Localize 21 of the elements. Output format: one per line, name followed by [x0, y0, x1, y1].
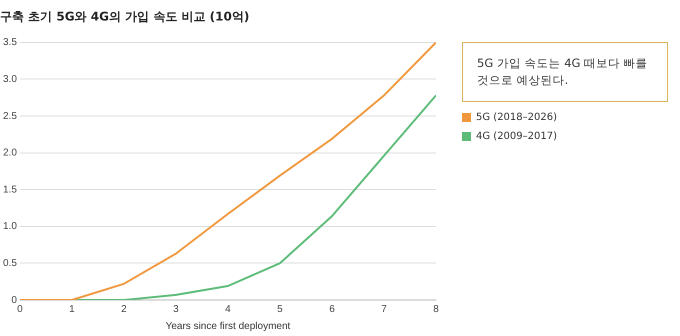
chart-title: 구축 초기 5G와 4G의 가입 속도 비교 (10억) [0, 9, 250, 24]
y-tick-label: 3.5 [2, 37, 18, 48]
x-tick-label: 6 [329, 304, 336, 315]
legend-label: 5G (2018–2026) [476, 112, 557, 123]
y-tick-label: 3.0 [2, 74, 18, 85]
y-tick-label: 2.0 [2, 148, 18, 159]
y-tick-label: 0.5 [2, 258, 18, 269]
x-tick-label: 1 [69, 304, 76, 315]
x-tick-label: 5 [277, 304, 284, 315]
x-tick-label: 4 [225, 304, 232, 315]
x-tick-label: 8 [433, 304, 440, 315]
x-axis-title: Years since first deployment [166, 320, 291, 332]
y-tick-label: 2.5 [2, 110, 18, 122]
legend-label: 4G (2009–2017) [476, 131, 557, 142]
y-tick-label: 0 [11, 294, 18, 306]
text: 5G 가입 속도는 4G 때보다 빠를 것으로 예상된다. [477, 55, 649, 89]
y-tick-label: 1.0 [2, 221, 18, 232]
y-tick-label: 1.5 [2, 184, 18, 196]
x-tick-label: 2 [121, 304, 128, 315]
x-tick-label: 7 [381, 304, 388, 315]
x-tick-label: 3 [173, 304, 180, 315]
